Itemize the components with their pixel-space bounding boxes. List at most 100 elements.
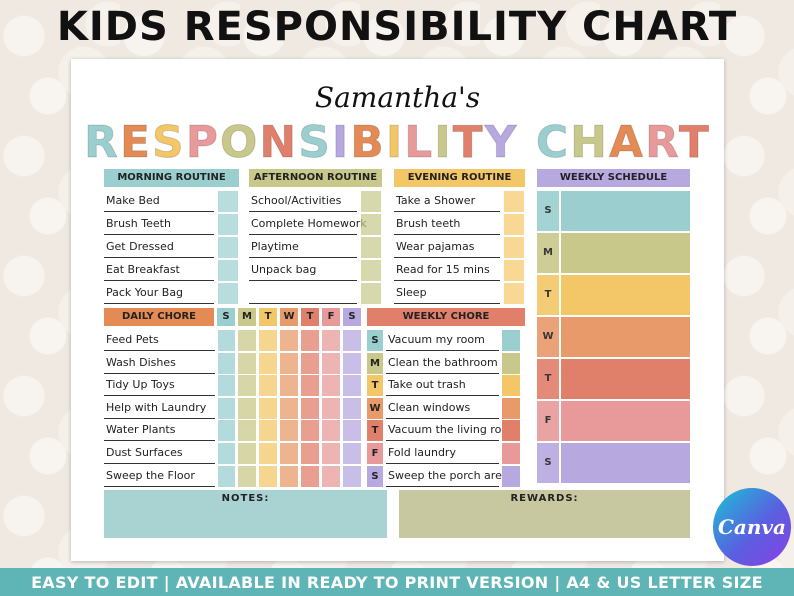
chore-checkbox[interactable] <box>280 465 299 487</box>
chore-checkbox[interactable] <box>322 397 341 419</box>
chore-checkbox[interactable] <box>217 352 236 374</box>
chore-checkbox[interactable] <box>301 465 320 487</box>
checkbox[interactable] <box>361 260 381 281</box>
day-column-header: M <box>238 308 256 326</box>
routine-row: Make Bed <box>104 191 239 212</box>
notes-box[interactable]: NOTES: <box>104 490 387 538</box>
chore-checkbox[interactable] <box>301 352 320 374</box>
routine-row: Playtime <box>249 237 382 258</box>
weekly-chore-checkbox[interactable] <box>502 352 520 374</box>
checkbox[interactable] <box>361 191 381 212</box>
schedule-day-box[interactable] <box>561 275 690 315</box>
page-headline: KIDS RESPONSIBILITY CHART <box>56 4 738 50</box>
weekly-chore-checkbox[interactable] <box>502 442 520 464</box>
weekly-chore-row: F Fold laundry <box>367 442 525 464</box>
checkbox[interactable] <box>504 260 524 281</box>
checkbox[interactable] <box>218 260 238 281</box>
chore-checkbox[interactable] <box>217 465 236 487</box>
checkbox[interactable] <box>361 214 381 235</box>
chore-checkbox[interactable] <box>301 420 320 442</box>
chore-checkbox[interactable] <box>301 330 320 351</box>
chore-checkbox[interactable] <box>238 397 257 419</box>
chore-checkbox[interactable] <box>280 352 299 374</box>
checkbox[interactable] <box>218 191 238 212</box>
chore-checkbox[interactable] <box>301 442 320 464</box>
chore-checkbox[interactable] <box>280 375 299 397</box>
chore-checkbox[interactable] <box>280 397 299 419</box>
schedule-day-box[interactable] <box>561 233 690 273</box>
title-letter: T <box>678 117 711 169</box>
chore-checkbox[interactable] <box>217 375 236 397</box>
chore-checkbox[interactable] <box>238 442 257 464</box>
checkbox[interactable] <box>504 283 524 304</box>
chore-checkbox[interactable] <box>217 397 236 419</box>
chore-checkbox[interactable] <box>301 375 320 397</box>
chore-checkbox[interactable] <box>259 352 278 374</box>
afternoon-routine-header: AFTERNOON ROUTINE <box>249 169 382 187</box>
chore-checkbox[interactable] <box>217 330 236 351</box>
schedule-day-box[interactable] <box>561 191 690 231</box>
chore-checkbox[interactable] <box>322 375 341 397</box>
chore-checkbox[interactable] <box>217 420 236 442</box>
chore-checkbox[interactable] <box>322 465 341 487</box>
chore-checkbox[interactable] <box>259 375 278 397</box>
chore-checkbox[interactable] <box>238 375 257 397</box>
schedule-day-letter: W <box>537 317 559 357</box>
chore-checkbox[interactable] <box>217 442 236 464</box>
weekly-chore-checkbox[interactable] <box>502 330 520 351</box>
afternoon-routine-section: AFTERNOON ROUTINE School/Activities Compl… <box>249 169 382 306</box>
checkbox[interactable] <box>218 214 238 235</box>
routine-item: Brush teeth <box>394 214 500 235</box>
chore-checkbox[interactable] <box>322 442 341 464</box>
chore-checkbox[interactable] <box>280 420 299 442</box>
routine-item <box>249 283 357 304</box>
daily-chore-row: Dust Surfaces <box>104 442 361 464</box>
checkbox[interactable] <box>504 237 524 258</box>
schedule-day-letter: S <box>537 443 559 483</box>
chore-checkbox[interactable] <box>343 375 361 397</box>
schedule-day-box[interactable] <box>561 317 690 357</box>
chore-checkbox[interactable] <box>259 397 278 419</box>
checkbox[interactable] <box>218 237 238 258</box>
rewards-box[interactable]: REWARDS: <box>399 490 690 538</box>
weekly-chore-checkbox[interactable] <box>502 465 520 487</box>
checkbox[interactable] <box>361 283 381 304</box>
chore-checkbox[interactable] <box>322 420 341 442</box>
chore-checkbox[interactable] <box>238 330 257 351</box>
schedule-day-box[interactable] <box>561 401 690 441</box>
chore-checkbox[interactable] <box>343 397 361 419</box>
checkbox[interactable] <box>361 237 381 258</box>
schedule-day-box[interactable] <box>561 359 690 399</box>
chore-checkbox[interactable] <box>238 352 257 374</box>
chore-checkbox[interactable] <box>343 465 361 487</box>
chore-checkbox[interactable] <box>343 352 361 374</box>
weekly-chore-checkbox[interactable] <box>502 397 520 419</box>
chore-checkbox[interactable] <box>259 420 278 442</box>
chore-checkbox[interactable] <box>322 352 341 374</box>
chore-checkbox[interactable] <box>322 330 341 351</box>
morning-routine-section: MORNING ROUTINE Make Bed Brush Teeth Get D… <box>104 169 239 306</box>
checkbox[interactable] <box>218 283 238 304</box>
chore-checkbox[interactable] <box>259 330 278 351</box>
daily-chore-item: Feed Pets <box>104 330 215 351</box>
routine-item: Get Dressed <box>104 237 214 258</box>
routine-item: Wear pajamas <box>394 237 500 258</box>
checkbox[interactable] <box>504 214 524 235</box>
schedule-day-box[interactable] <box>561 443 690 483</box>
chore-checkbox[interactable] <box>301 397 320 419</box>
chore-checkbox[interactable] <box>259 442 278 464</box>
chore-checkbox[interactable] <box>238 420 257 442</box>
chore-checkbox[interactable] <box>343 420 361 442</box>
chore-checkbox[interactable] <box>259 465 278 487</box>
schedule-day-letter: F <box>537 401 559 441</box>
weekly-chore-checkbox[interactable] <box>502 375 520 397</box>
schedule-row: T <box>537 359 690 399</box>
chore-checkbox[interactable] <box>280 330 299 351</box>
checkbox[interactable] <box>504 191 524 212</box>
title-letter: P <box>185 117 220 169</box>
chore-checkbox[interactable] <box>343 442 361 464</box>
chore-checkbox[interactable] <box>238 465 257 487</box>
chore-checkbox[interactable] <box>280 442 299 464</box>
chore-checkbox[interactable] <box>343 330 361 351</box>
weekly-chore-checkbox[interactable] <box>502 420 520 442</box>
